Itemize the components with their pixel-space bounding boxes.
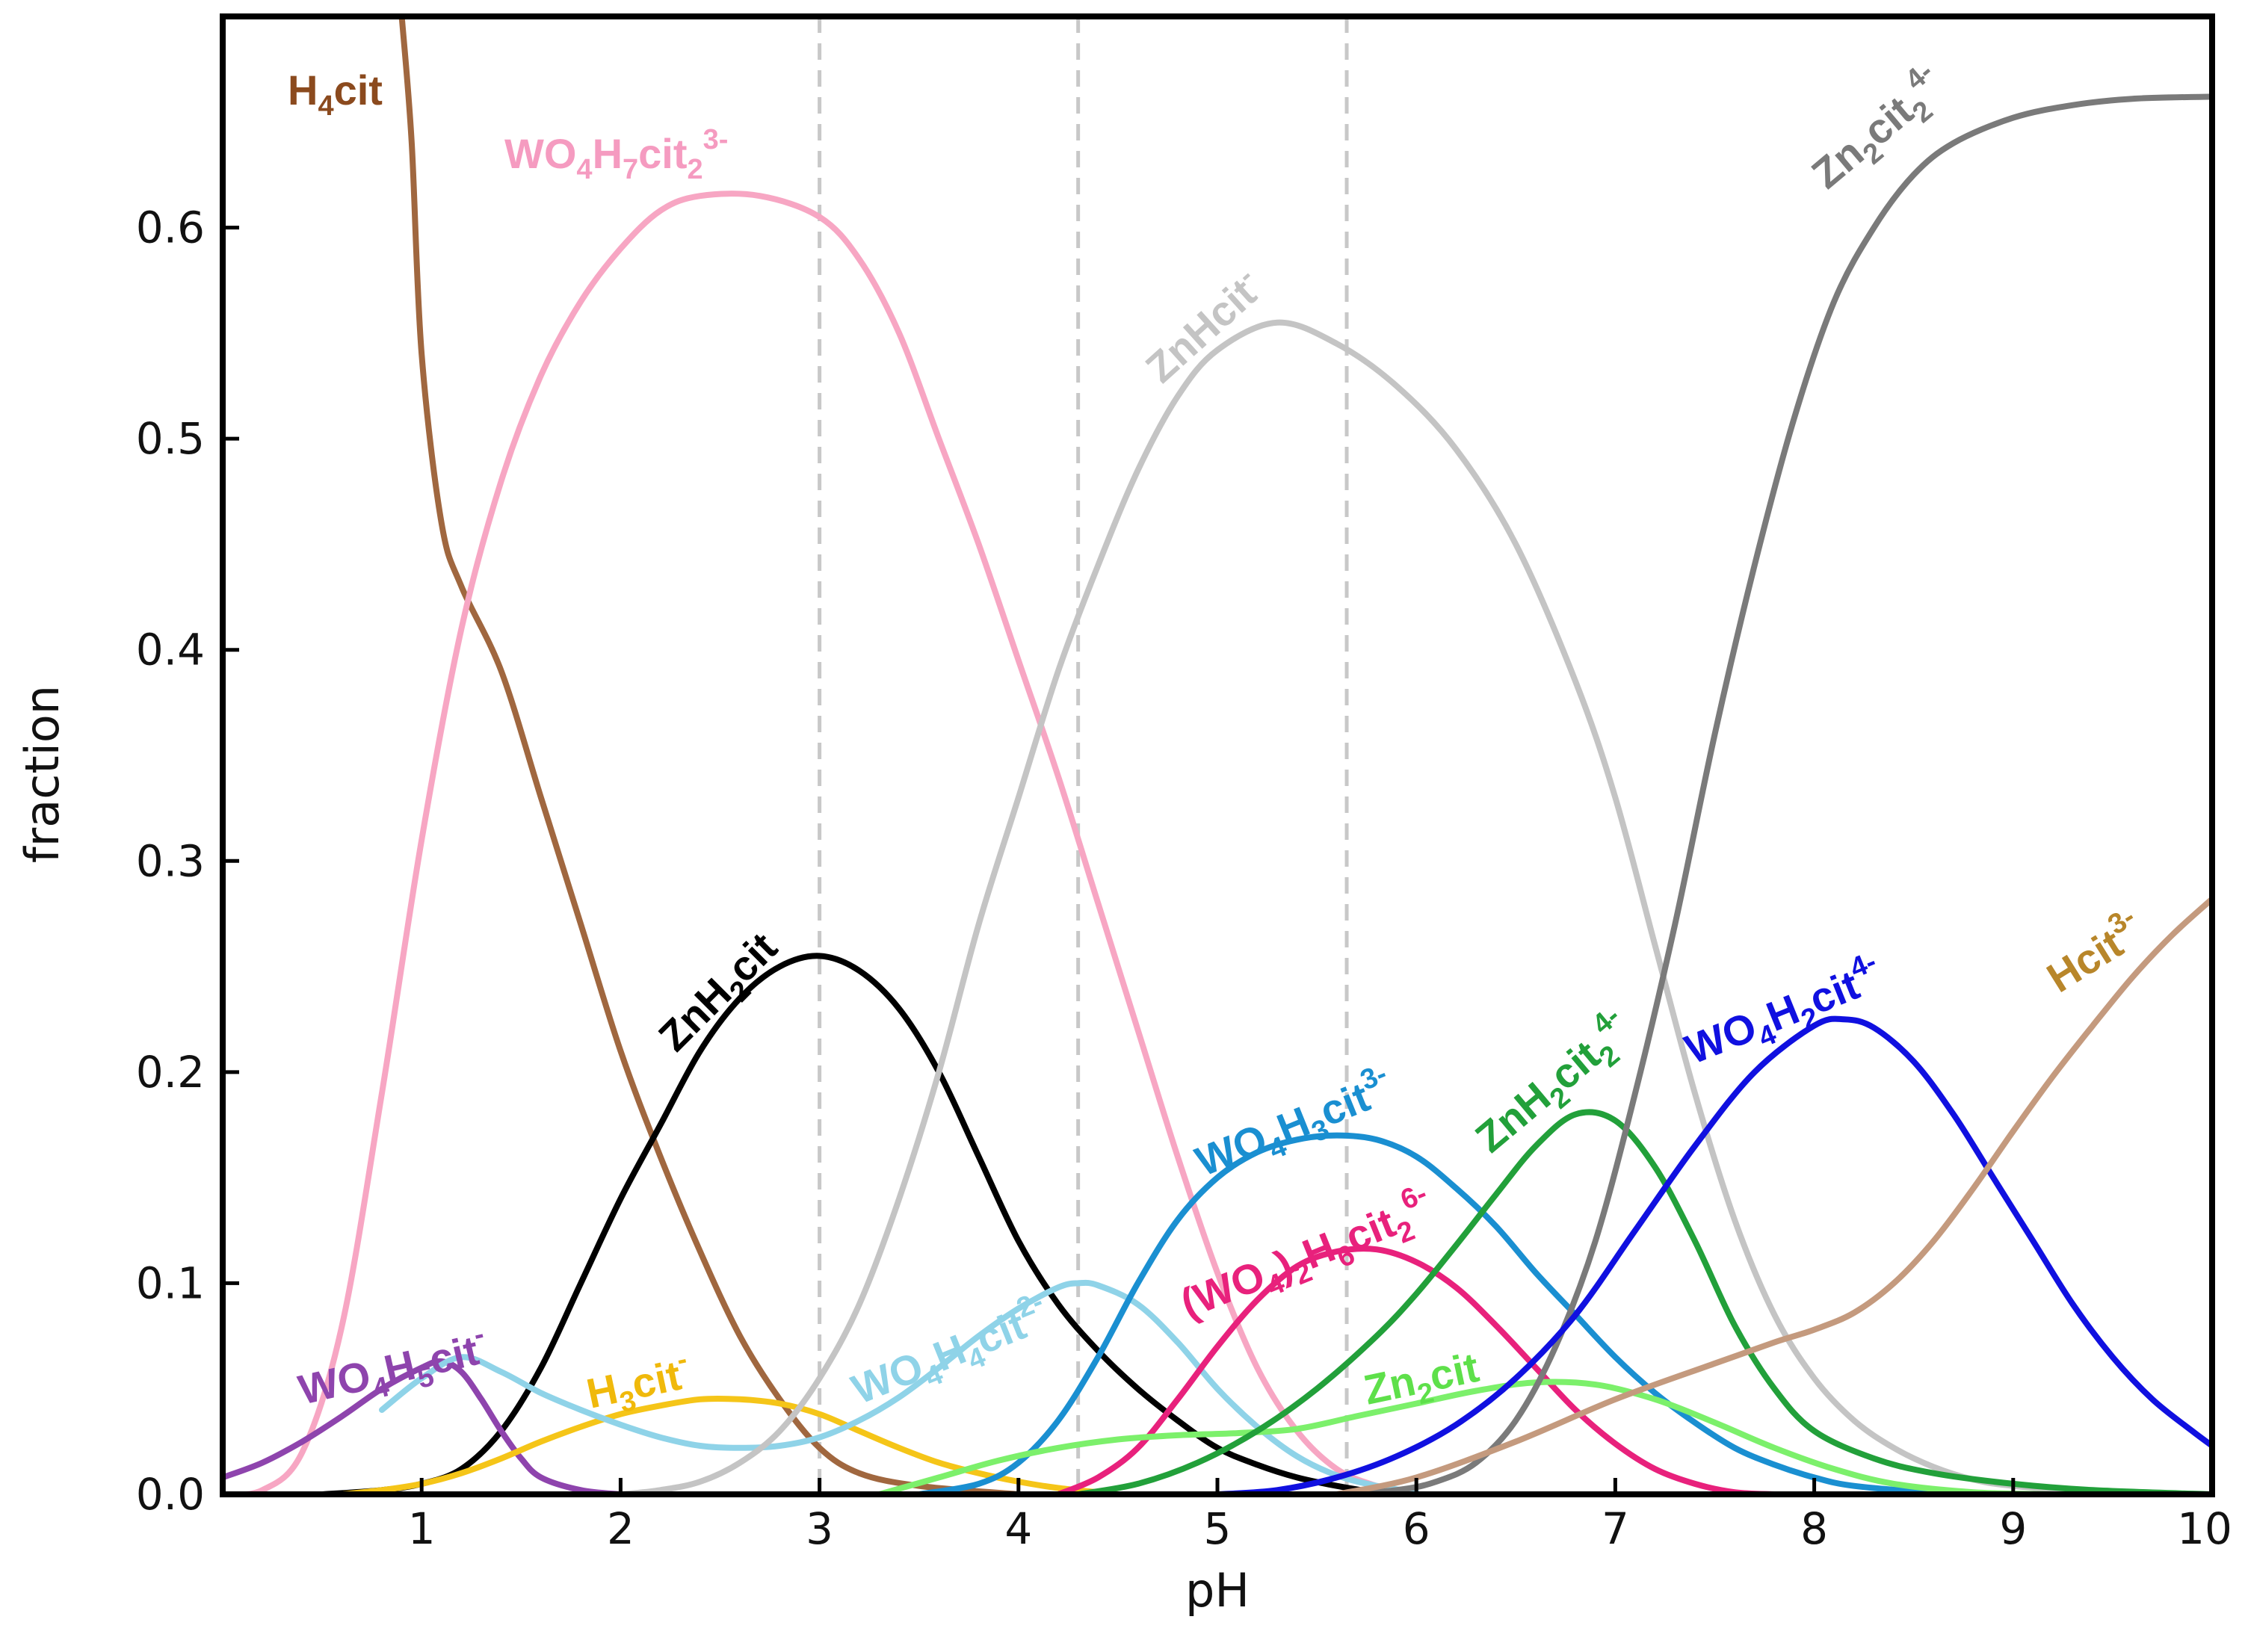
- x-tick-label: 8: [1800, 1503, 1828, 1554]
- series-layer: [223, 16, 2212, 1494]
- y-tick-label: 0.4: [136, 625, 205, 675]
- x-tick-label: 9: [1999, 1503, 2027, 1554]
- x-axis-title: pH: [1185, 1563, 1250, 1618]
- series-line-znh2cit: [319, 953, 1420, 1494]
- x-tick-label: 7: [1602, 1503, 1629, 1554]
- series-line-wo4h3cit3: [915, 1132, 2016, 1494]
- x-tick-label: 2: [607, 1503, 634, 1554]
- series-line-znh2cit2-4: [1075, 1109, 2212, 1494]
- series-line-hcit3: [1333, 896, 2212, 1494]
- y-tick-label: 0.3: [136, 835, 205, 886]
- series-line-wo4h4cit2: [379, 1279, 1420, 1494]
- x-tick-label: 5: [1204, 1503, 1232, 1554]
- y-axis-title: fraction: [15, 685, 70, 863]
- series-line-zn2cit2-4: [1333, 93, 2212, 1494]
- y-tick-label: 0.2: [136, 1047, 205, 1098]
- axes-layer: 1 2 3 4 5 6 7 8 9 10 0.0 0.1 0.2 0.3 0.4 0.5 0.6 pH fracti…: [15, 13, 2232, 1618]
- y-tick-label: 0.6: [136, 202, 205, 253]
- series-line-h3cit: [339, 1395, 1121, 1494]
- x-tick-label: 1: [408, 1503, 436, 1554]
- x-tick-label: 4: [1004, 1503, 1032, 1554]
- y-tick-label: 0.1: [136, 1257, 205, 1308]
- label-h4cit: H4cit: [288, 66, 383, 122]
- series-line-wo4h5cit: [223, 1358, 624, 1494]
- x-tick-label: 10: [2177, 1503, 2232, 1554]
- series-line-znhcit: [617, 319, 2212, 1494]
- y-tick-label: 0.0: [136, 1469, 205, 1520]
- y-tick-label: 0.5: [136, 413, 205, 464]
- reference-lines: [818, 16, 1349, 1494]
- series-line-zn2cit: [876, 1379, 2056, 1494]
- series-line-wo4h2cit4: [1214, 1015, 2212, 1494]
- x-tick-label: 6: [1403, 1503, 1430, 1554]
- series-line-wo4-2h6cit2-6: [1055, 1246, 1778, 1494]
- x-tick-label: 3: [806, 1503, 833, 1554]
